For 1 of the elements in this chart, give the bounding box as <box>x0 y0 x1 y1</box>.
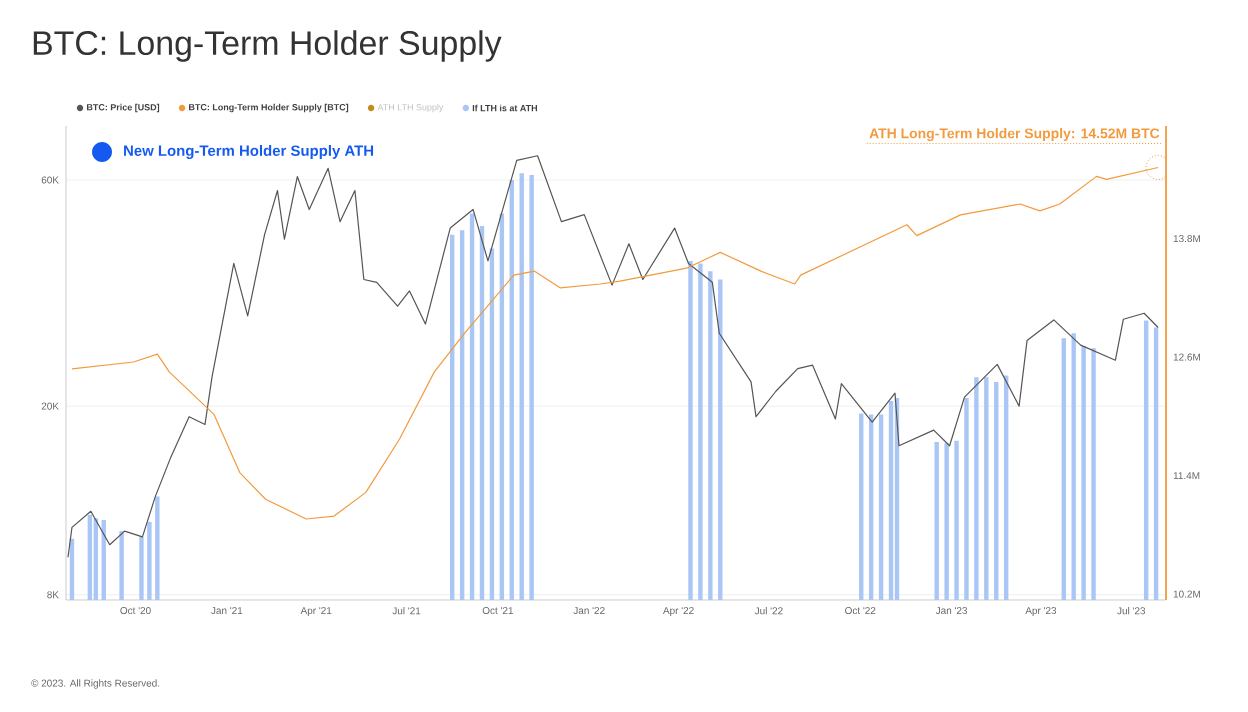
chart-title: BTC: Long-Term Holder Supply <box>33 30 502 62</box>
